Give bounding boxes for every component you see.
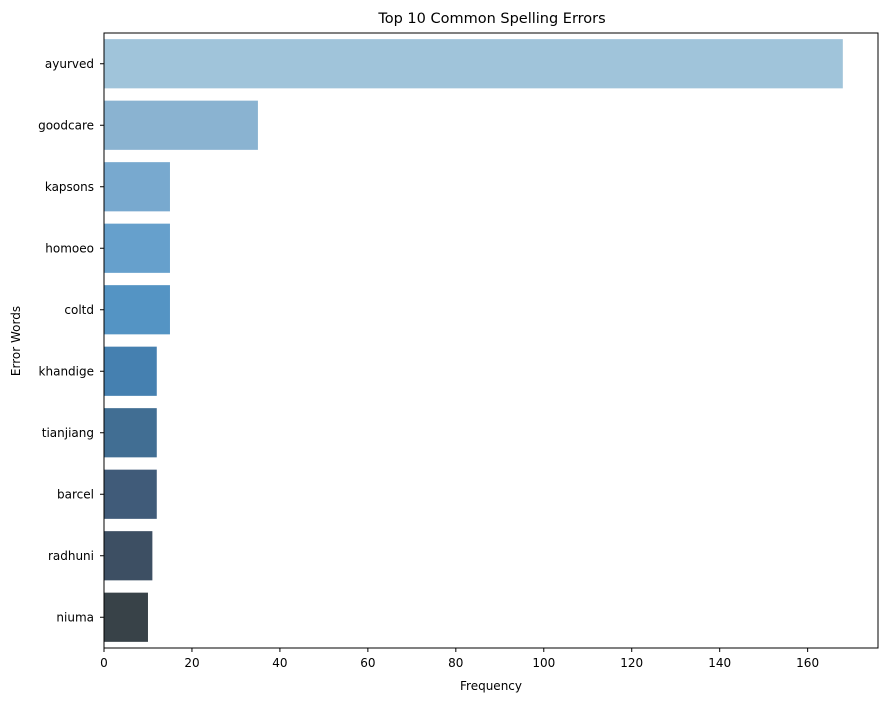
bar-radhuni [104,531,153,581]
y-tick-label: ayurved [45,57,94,71]
x-tick-label: 120 [620,656,643,670]
x-tick-label: 0 [100,656,108,670]
bar-ayurved [104,39,843,89]
bar-homoeo [104,223,170,273]
x-tick-label: 160 [796,656,819,670]
y-axis-label: Error Words [9,306,23,376]
y-tick-label: khandige [39,364,94,378]
bars-group [104,39,843,642]
x-tick-label: 80 [448,656,463,670]
bar-khandige [104,346,157,396]
bar-barcel [104,469,157,519]
x-tick-label: 100 [532,656,555,670]
y-axis-ticks: ayurved goodcare kapsons homoeo coltd khandig… [38,57,104,624]
chart-title: Top 10 Common Spelling Errors [377,11,605,27]
y-tick-label: radhuni [48,549,94,563]
plot-frame [103,32,879,649]
bar-niuma [104,592,148,642]
y-tick-label: homoeo [45,241,94,255]
x-axis-ticks: 0 20 40 60 80 100 120 140 160 [100,648,819,670]
x-tick-label: 40 [272,656,287,670]
bar-kapsons [104,162,170,212]
x-axis-label: Frequency [460,679,522,693]
y-tick-label: kapsons [45,180,94,194]
y-tick-label: barcel [57,487,94,501]
x-tick-label: 60 [360,656,375,670]
y-tick-label: goodcare [38,118,94,132]
y-tick-label: tianjiang [42,426,94,440]
bar-coltd [104,285,170,335]
bar-tianjiang [104,408,157,458]
y-tick-label: coltd [64,303,94,317]
x-tick-label: 140 [708,656,731,670]
x-tick-label: 20 [184,656,199,670]
bar-goodcare [104,100,258,150]
y-tick-label: niuma [56,610,94,624]
